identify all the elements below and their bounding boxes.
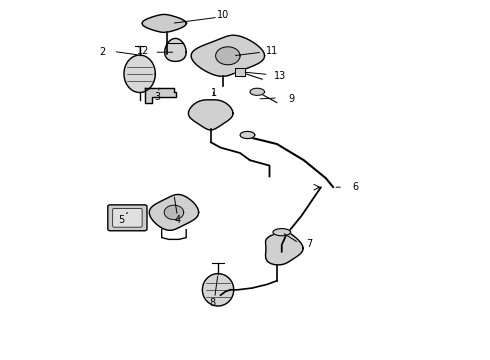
Polygon shape <box>149 194 198 230</box>
Polygon shape <box>164 205 184 220</box>
Polygon shape <box>273 229 291 236</box>
Polygon shape <box>202 274 234 306</box>
Polygon shape <box>235 68 245 76</box>
Polygon shape <box>240 131 255 139</box>
Polygon shape <box>165 39 186 62</box>
Polygon shape <box>142 14 186 32</box>
Text: 12: 12 <box>137 46 149 57</box>
Text: 11: 11 <box>266 46 278 56</box>
Polygon shape <box>124 55 155 93</box>
Text: 2: 2 <box>99 47 105 57</box>
Text: 7: 7 <box>307 239 313 249</box>
Text: 4: 4 <box>174 215 180 225</box>
Text: 5: 5 <box>118 215 124 225</box>
Text: 3: 3 <box>155 92 161 102</box>
Text: 13: 13 <box>274 71 286 81</box>
Text: 1: 1 <box>211 88 217 98</box>
Text: 8: 8 <box>210 298 216 308</box>
Text: 6: 6 <box>352 182 358 192</box>
Polygon shape <box>191 35 265 76</box>
Polygon shape <box>145 88 176 103</box>
FancyBboxPatch shape <box>113 208 142 227</box>
Polygon shape <box>250 88 265 95</box>
FancyBboxPatch shape <box>108 205 147 231</box>
Text: 9: 9 <box>288 94 294 104</box>
Text: 10: 10 <box>217 10 229 21</box>
Polygon shape <box>216 47 240 65</box>
Polygon shape <box>266 232 303 265</box>
Polygon shape <box>189 100 233 130</box>
